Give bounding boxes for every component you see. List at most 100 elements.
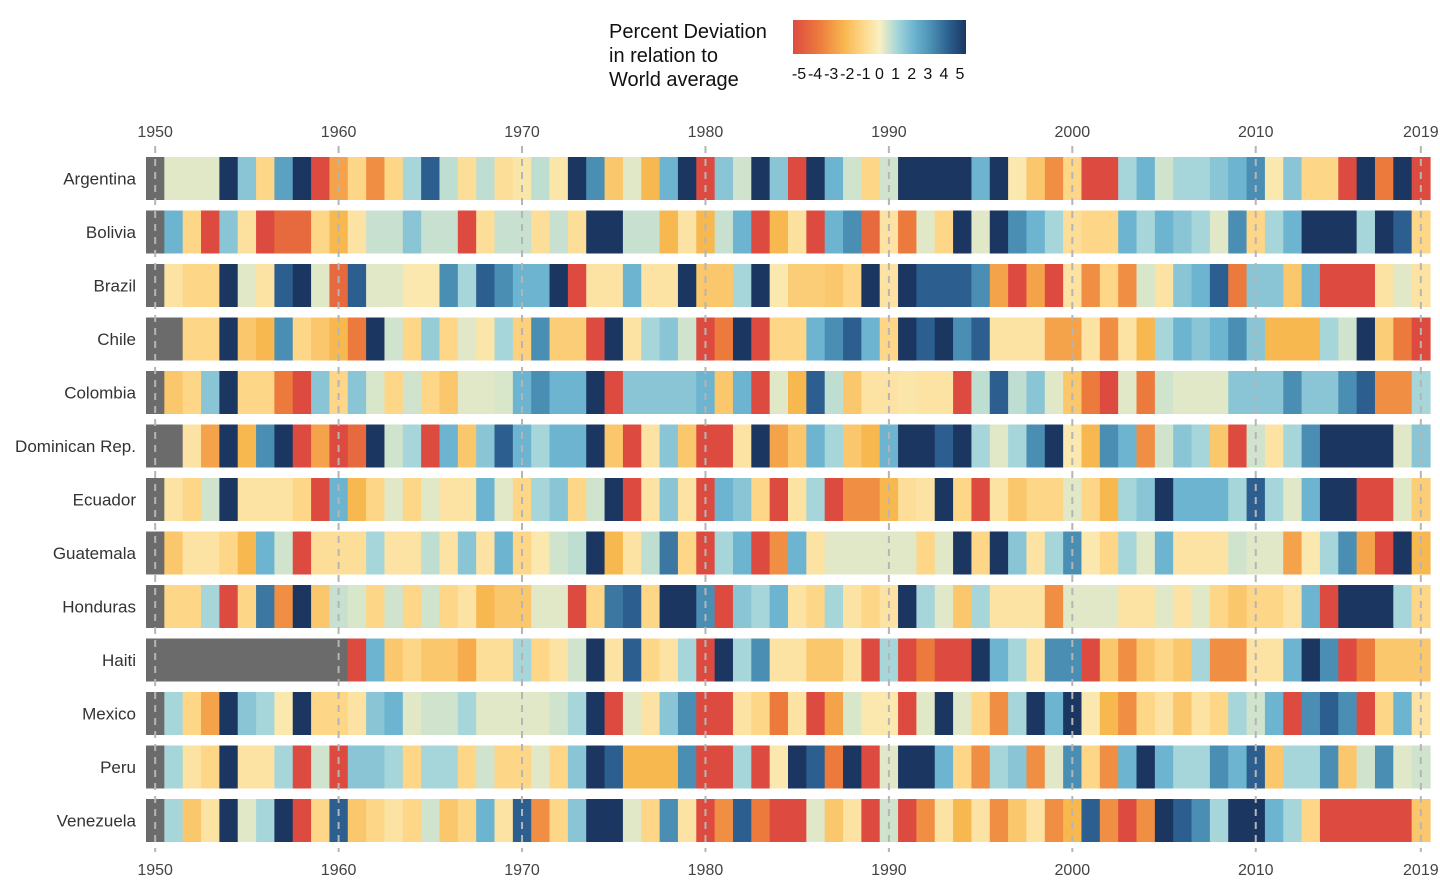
heatmap-cell [1246, 371, 1266, 414]
heatmap-cell [421, 424, 441, 468]
heatmap-cell [366, 692, 386, 735]
heatmap-cell [696, 264, 716, 307]
heatmap-cell [1246, 692, 1266, 735]
heatmap-cell [1356, 478, 1376, 521]
heatmap-cell [531, 317, 551, 361]
heatmap-cell [182, 745, 202, 789]
heatmap-cell [1283, 210, 1303, 254]
legend-tick-label: -4 [808, 66, 822, 83]
heatmap-cell [659, 478, 679, 521]
heatmap-cell [1209, 638, 1229, 682]
heatmap-cell [1044, 638, 1064, 682]
heatmap-cell [146, 799, 165, 842]
heatmap-cell [494, 531, 514, 575]
heatmap-cell [457, 745, 477, 789]
heatmap-cell [164, 745, 184, 789]
heatmap-cell [1264, 317, 1284, 361]
heatmap-cell [898, 531, 917, 575]
heatmap-cell [843, 317, 862, 361]
heatmap-cell [824, 799, 844, 842]
heatmap-cell [971, 745, 991, 789]
heatmap-cell [1393, 157, 1413, 200]
heatmap-cell [604, 799, 624, 842]
heatmap-row [146, 638, 1431, 682]
heatmap-cell [1118, 424, 1138, 468]
legend-tick-label: -1 [856, 66, 870, 83]
row-label: Honduras [62, 598, 136, 617]
heatmap-rows [146, 157, 1431, 842]
heatmap-cell [164, 638, 184, 682]
heatmap-cell [1136, 531, 1156, 575]
heatmap-cell [659, 264, 679, 307]
heatmap-cell [476, 799, 496, 842]
heatmap-cell [641, 371, 661, 414]
heatmap-cell [201, 745, 220, 789]
heatmap-cell [1374, 317, 1394, 361]
heatmap-cell [989, 478, 1009, 521]
heatmap-cell [476, 531, 496, 575]
heatmap-cell [1228, 692, 1248, 735]
heatmap-cell [421, 264, 441, 307]
heatmap-cell [953, 531, 973, 575]
heatmap-cell [1099, 799, 1119, 842]
heatmap-cell [457, 317, 477, 361]
heatmap-cell [1338, 424, 1358, 468]
heatmap-cell [164, 531, 184, 575]
heatmap-cell [439, 692, 459, 735]
heatmap-cell [1283, 157, 1303, 200]
heatmap-cell [769, 371, 789, 414]
heatmap-cell [971, 264, 991, 307]
heatmap-cell [824, 692, 844, 735]
heatmap-cell [1209, 157, 1229, 200]
heatmap-cell [861, 692, 881, 735]
heatmap-cell [1173, 531, 1193, 575]
heatmap-cell [366, 638, 386, 682]
heatmap-cell [1301, 317, 1321, 361]
heatmap-cell [861, 531, 881, 575]
heatmap-cell [494, 210, 514, 254]
heatmap-cell [1374, 638, 1394, 682]
heatmap-cell [549, 638, 569, 682]
heatmap-cell [237, 371, 257, 414]
heatmap-cell [1118, 210, 1138, 254]
heatmap-cell [439, 317, 459, 361]
heatmap-cell [1301, 157, 1321, 200]
heatmap-cell [622, 264, 642, 307]
heatmap-cell [256, 585, 275, 628]
heatmap-cell [311, 745, 331, 789]
heatmap-cell [1264, 531, 1284, 575]
heatmap-cell [1081, 638, 1101, 682]
heatmap-cell [604, 638, 624, 682]
heatmap-cell [1209, 478, 1229, 521]
heatmap-cell [1228, 799, 1248, 842]
heatmap-cell [347, 317, 367, 361]
heatmap-cell [732, 424, 752, 468]
heatmap-cell [256, 478, 275, 521]
heatmap-cell [1118, 531, 1138, 575]
heatmap-cell [292, 585, 312, 628]
heatmap-cell [292, 531, 312, 575]
heatmap-cell [751, 638, 771, 682]
heatmap-cell [879, 745, 899, 789]
heatmap-cell [788, 424, 807, 468]
heatmap-cell [219, 371, 239, 414]
heatmap-cell [1228, 317, 1248, 361]
heatmap-cell [146, 264, 165, 307]
heatmap-cell [971, 638, 991, 682]
heatmap-cell [696, 745, 716, 789]
heatmap-cell [384, 478, 404, 521]
heatmap-cell [1118, 799, 1138, 842]
heatmap-cell [714, 585, 734, 628]
heatmap-cell [1228, 157, 1248, 200]
heatmap-cell [696, 210, 716, 254]
heatmap-cell [989, 585, 1009, 628]
row-label: Haiti [102, 651, 136, 670]
heatmap-cell [1081, 424, 1101, 468]
heatmap-cell [622, 585, 642, 628]
heatmap-cell [1246, 317, 1266, 361]
heatmap-cell [677, 424, 697, 468]
heatmap-cell [347, 692, 367, 735]
heatmap-cell [861, 317, 881, 361]
heatmap-cell [1209, 210, 1229, 254]
heatmap-cell [1081, 264, 1101, 307]
